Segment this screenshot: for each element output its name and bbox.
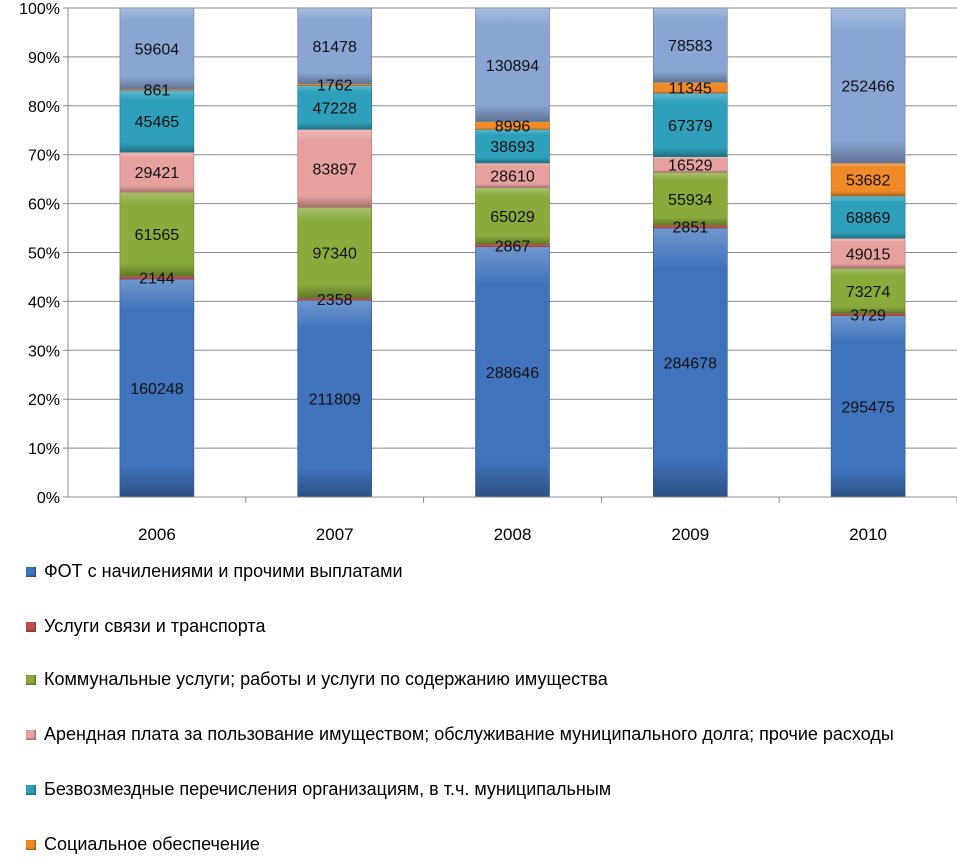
legend-marker-icon <box>26 730 36 740</box>
data-label: 861 <box>144 83 171 100</box>
x-axis: 2006 2007 2008 2009 2010 <box>68 496 957 544</box>
legend-label: Услуги связи и транспорта <box>44 616 266 636</box>
legend-marker-icon <box>26 622 36 632</box>
y-axis: 0% 10% 20% 30% 40% 50% 60% 70% 80% 90% 100% <box>19 1 69 507</box>
data-label: 68869 <box>846 210 891 227</box>
bar-segment <box>830 237 906 269</box>
bar-segment <box>119 191 195 277</box>
bar-segment <box>297 129 373 208</box>
y-tick-label: 10% <box>28 441 60 458</box>
y-tick-label: 20% <box>28 392 60 409</box>
x-tick-label: 2009 <box>671 525 709 544</box>
legend-label: Социальное обеспечение <box>44 834 260 854</box>
y-tick-label: 60% <box>28 197 60 214</box>
data-label: 3729 <box>850 307 886 324</box>
x-tick-label: 2008 <box>494 525 532 544</box>
x-tick-label: 2007 <box>316 525 354 544</box>
data-label: 288646 <box>486 365 539 382</box>
data-label: 1762 <box>317 78 353 95</box>
data-label: 2358 <box>317 292 353 309</box>
data-label: 45465 <box>135 114 180 131</box>
data-label: 28610 <box>490 168 535 185</box>
legend-item: Коммунальные услуги; работы и услуги по … <box>26 666 951 693</box>
y-tick-label: 100% <box>19 1 60 18</box>
y-tick-label: 80% <box>28 99 60 116</box>
x-tick-label: 2006 <box>138 525 176 544</box>
legend-marker-icon <box>26 567 36 577</box>
y-tick-label: 30% <box>28 343 60 360</box>
bar-segment <box>652 92 728 158</box>
legend-marker-icon <box>26 785 36 795</box>
data-label: 38693 <box>490 139 535 156</box>
bar-segment <box>297 7 373 85</box>
data-label: 11345 <box>669 81 712 98</box>
data-label: 81478 <box>312 39 357 56</box>
legend-item: Безвозмездные перечисления организациям,… <box>26 776 951 803</box>
data-label: 160248 <box>130 381 183 398</box>
y-tick-label: 0% <box>37 490 60 507</box>
y-tick-label: 70% <box>28 148 60 165</box>
data-label: 53682 <box>846 172 891 189</box>
data-label: 2867 <box>495 238 531 255</box>
y-tick-label: 90% <box>28 50 60 67</box>
bar-segment <box>297 299 373 498</box>
legend-label: Коммунальные услуги; работы и услуги по … <box>44 669 608 689</box>
data-label: 67379 <box>668 118 713 135</box>
data-label: 59604 <box>135 42 180 59</box>
bars: 160248 2144 61565 29421 45465 861 59604 211809 2… <box>119 7 906 498</box>
data-label: 83897 <box>312 161 357 178</box>
legend-item: Социальное обеспечение <box>26 831 951 858</box>
legend-item: Услуги связи и транспорта <box>26 613 951 640</box>
data-label: 73274 <box>846 284 891 301</box>
bar-segment <box>830 7 906 164</box>
legend-marker-icon <box>26 675 36 685</box>
legend-label: Безвозмездные перечисления организациям,… <box>44 779 612 799</box>
legend-label: Арендная плата за пользование имуществом… <box>44 724 894 744</box>
bar-segment <box>475 7 550 122</box>
bar-segment <box>119 151 195 193</box>
data-label: 130894 <box>486 58 539 75</box>
data-label: 29421 <box>135 165 180 182</box>
bar-segment <box>297 85 373 130</box>
data-label: 2851 <box>673 220 709 237</box>
data-label: 49015 <box>846 246 891 263</box>
bar-segment <box>652 172 728 226</box>
y-tick-label: 40% <box>28 294 60 311</box>
data-label: 8996 <box>495 118 531 135</box>
data-label: 16529 <box>668 158 713 175</box>
bar-segment <box>830 162 906 197</box>
data-label: 295475 <box>841 399 894 416</box>
bar-segment <box>652 227 728 498</box>
data-label: 211809 <box>309 392 361 409</box>
stacked-bar-chart: 0% 10% 20% 30% 40% 50% 60% 70% 80% 90% 100% 160248… <box>19 1 957 544</box>
x-tick-label: 2010 <box>849 525 887 544</box>
data-label: 2144 <box>139 270 175 287</box>
legend-marker-icon <box>26 840 36 850</box>
bar-segment <box>475 129 550 164</box>
data-label: 78583 <box>668 38 713 55</box>
bar-segment <box>297 207 373 299</box>
legend-item: ФОТ с начилениями и прочими выплатами <box>26 558 951 585</box>
y-tick-label: 50% <box>28 246 60 263</box>
bar-segment <box>475 246 550 498</box>
data-label: 284678 <box>664 355 717 372</box>
data-label: 55934 <box>668 192 713 209</box>
bar-segment <box>119 89 195 153</box>
data-label: 47228 <box>312 100 357 117</box>
legend-item: Арендная плата за пользование имуществом… <box>26 721 951 748</box>
bar-segment <box>830 268 906 314</box>
bar-segment <box>652 7 728 83</box>
data-label: 252466 <box>841 78 894 95</box>
data-label: 61565 <box>135 227 180 244</box>
legend-label: ФОТ с начилениями и прочими выплатами <box>44 561 403 581</box>
data-label: 65029 <box>490 209 535 226</box>
bar-segment <box>475 187 550 245</box>
bar-segment <box>119 7 195 90</box>
data-label: 97340 <box>312 246 357 263</box>
bar-segment <box>830 315 906 498</box>
